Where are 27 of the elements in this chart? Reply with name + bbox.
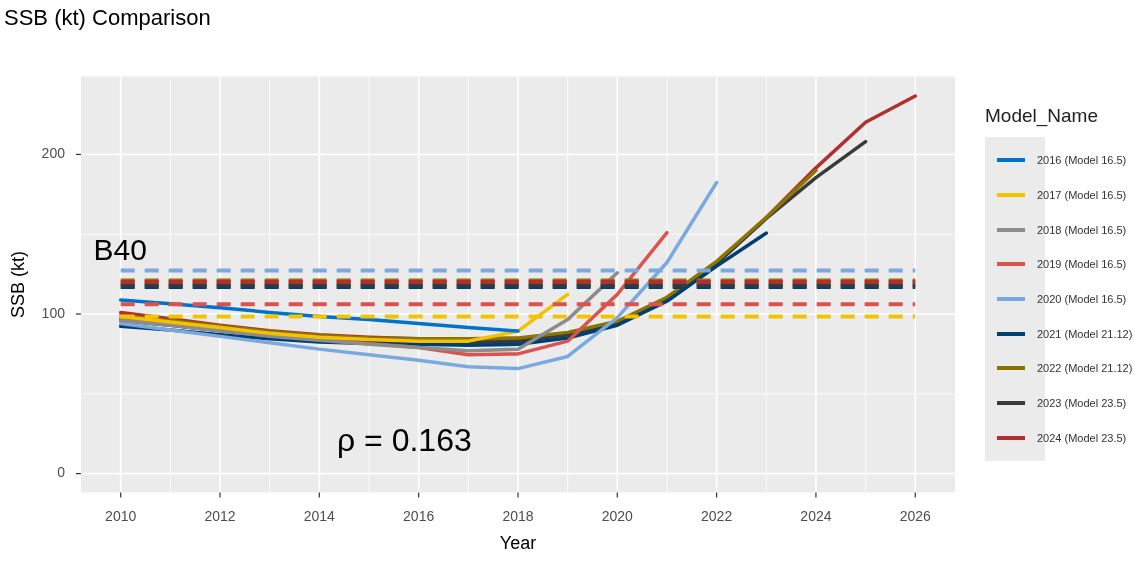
legend-title: Model_Name [985, 105, 1098, 127]
x-tick-label: 2014 [303, 507, 336, 524]
x-tick-label: 2012 [204, 507, 236, 524]
annotation: B40 [93, 232, 147, 266]
legend-label: 2021 (Model 21.12) [1037, 327, 1133, 340]
annotation: ρ = 0.163 [336, 421, 472, 458]
y-tick-label: 100 [41, 304, 66, 321]
x-tick-label: 2018 [502, 507, 534, 524]
legend-label: 2018 (Model 16.5) [1037, 223, 1127, 236]
x-axis-title: Year [499, 533, 537, 554]
x-tick-label: 2016 [403, 507, 435, 524]
legend-label: 2016 (Model 16.5) [1037, 154, 1127, 167]
x-tick-label: 2020 [601, 507, 634, 524]
y-tick-label: 200 [41, 145, 66, 162]
y-tick-label: 0 [57, 464, 66, 481]
x-tick-label: 2026 [899, 507, 932, 524]
y-axis-title: SSB (kt) [7, 250, 28, 319]
legend-label: 2017 (Model 16.5) [1037, 189, 1127, 202]
legend-label: 2024 (Model 23.5) [1037, 431, 1127, 444]
x-tick-label: 2022 [701, 507, 733, 524]
chart-title: SSB (kt) Comparison [4, 5, 211, 31]
legend-label: 2022 (Model 21.12) [1037, 362, 1133, 375]
legend-label: 2019 (Model 16.5) [1037, 258, 1127, 271]
legend-label: 2023 (Model 23.5) [1037, 397, 1127, 410]
legend-label: 2020 (Model 16.5) [1037, 293, 1127, 306]
x-tick-label: 2024 [800, 507, 832, 524]
x-tick-label: 2010 [105, 507, 137, 524]
